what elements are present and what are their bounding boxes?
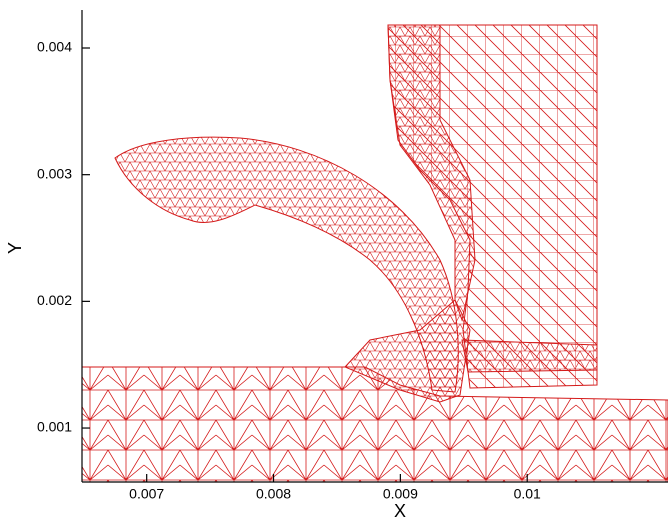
bottom-margin [0, 482, 668, 523]
y-tick-label: 0.002 [37, 292, 72, 308]
x-tick-label: 0.008 [256, 486, 291, 502]
x-tick-label: 0.007 [129, 486, 164, 502]
mesh [82, 25, 668, 482]
chart: X Y 0.007 0.008 0.009 0.01 0.001 0.002 0.003 0.… [0, 0, 668, 523]
x-axis-label: X [394, 501, 406, 521]
y-tick-label: 0.004 [37, 39, 72, 55]
y-tick-label: 0.001 [37, 419, 72, 435]
y-tick-label: 0.003 [37, 165, 72, 181]
x-tick-label: 0.01 [514, 486, 541, 502]
y-axis-label: Y [5, 242, 25, 254]
contact-mesh [462, 340, 597, 372]
x-tick-label: 0.009 [383, 486, 418, 502]
